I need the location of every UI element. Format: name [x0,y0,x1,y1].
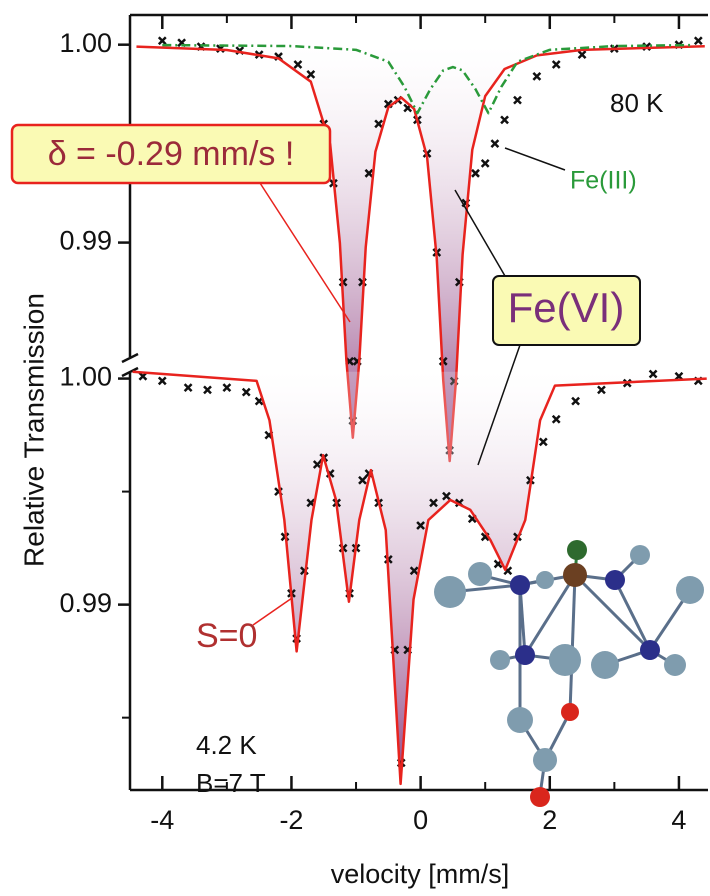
data-point [159,377,166,384]
data-point [553,416,560,423]
annotation: 4.2 K [196,730,257,760]
data-point [553,61,560,68]
data-point [482,160,489,167]
y-tick-label: 0.99 [59,588,112,618]
x-axis-label: velocity [mm/s] [331,859,510,889]
data-point [533,73,540,80]
annotation: 80 K [610,88,664,118]
data-point [243,389,250,396]
data-point [695,37,702,44]
y-tick-label: 1.00 [59,362,112,392]
data-point [159,37,166,44]
annotation: B=7 T [196,768,266,798]
data-point [598,386,605,393]
data-point [204,386,211,393]
y-tick-label: 0.99 [59,226,112,256]
x-tick-label: 2 [542,805,557,835]
annotation: S=0 [196,617,257,655]
data-point [472,170,479,177]
chart: 1.00 0.99 1.00 0.99 -4 -2 0 2 4 velocity [mm/s] Re… [0,0,710,896]
annotation: δ = -0.29 mm/s ! [48,135,295,173]
data-point [185,384,192,391]
x-tick-label: -2 [279,805,303,835]
data-point [540,438,547,445]
data-point [501,116,508,123]
data-point [572,398,579,405]
y-tick-label: 1.00 [59,28,112,58]
x-tick-label: 4 [671,805,686,835]
x-tick-label: 0 [413,805,428,835]
molecule-image [434,540,704,807]
x-tick-label: -4 [150,805,174,835]
data-point [579,51,586,58]
annotation: Fe(VI) [508,284,625,331]
data-point [491,140,498,147]
data-point [223,384,230,391]
y-axis-label: Relative Transmission [18,293,49,567]
data-point [514,97,521,104]
annotation: Fe(III) [570,167,637,195]
